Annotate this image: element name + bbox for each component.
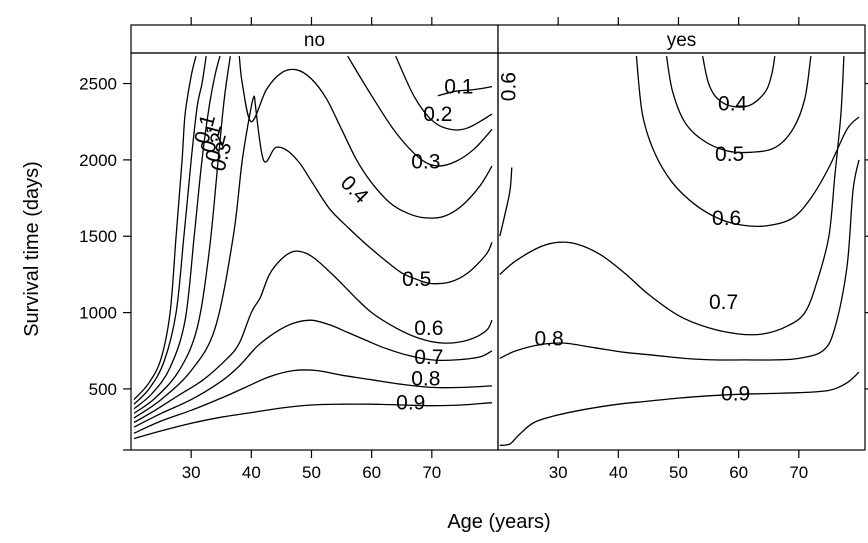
y-tick-label: 500 — [89, 380, 117, 399]
panel-frame — [497, 52, 866, 451]
contour-label: 0.6 — [712, 207, 741, 230]
contour-line-0.9 — [133, 402, 493, 440]
x-tick-label: 60 — [362, 463, 381, 482]
strip-label-yes: yes — [667, 30, 697, 51]
x-tick-label: 40 — [242, 463, 261, 482]
contour-line-0.8 — [133, 369, 493, 434]
contour-line-0.9 — [499, 371, 860, 447]
panel-yes: yes 0.6 0.4 0.5 0.6 0.7 0.8 0.9 — [497, 24, 866, 451]
contour-label: 0.1 — [444, 76, 473, 99]
contour-label: 0.9 — [396, 392, 425, 415]
contour-line-0.4 — [701, 55, 776, 108]
contour-line-0.7 — [133, 319, 493, 428]
contour-label: 0.2 — [423, 103, 452, 126]
y-tick-label: 2000 — [79, 151, 117, 170]
contour-line-0.6 — [635, 56, 860, 228]
x-axis-title: Age (years) — [447, 511, 550, 533]
contour-line-0.2 — [395, 55, 493, 131]
x-tick-label: 60 — [729, 463, 748, 482]
x-tick-label: 70 — [789, 463, 808, 482]
contour-line-0.5 — [665, 55, 812, 154]
x-tick-label: 50 — [302, 463, 321, 482]
contour-label: 0.3 — [411, 150, 440, 173]
y-tick-label: 1000 — [79, 304, 117, 323]
contour-line-0.8 — [499, 159, 860, 361]
contour-label: 0.7 — [414, 346, 443, 369]
contour-line-0.3 — [133, 55, 221, 410]
contour-lines — [499, 55, 860, 447]
x-tick-label: 30 — [549, 463, 568, 482]
x-tick-label: 40 — [609, 463, 628, 482]
contour-label: 0.7 — [709, 291, 738, 314]
contour-label: 0.6 — [414, 317, 443, 340]
contour-line-0.4 — [238, 56, 493, 219]
contour-line-0.5 — [133, 95, 255, 419]
contour-lines — [133, 55, 493, 440]
contour-line-0.6 — [499, 167, 513, 237]
y-axis-title: Survival time (days) — [21, 161, 43, 337]
x-tick-label: 30 — [182, 463, 201, 482]
contour-line-0.6 — [133, 250, 493, 424]
x-tick-label: 70 — [422, 463, 441, 482]
contour-label: 0.4 — [718, 92, 748, 115]
y-tick-label: 1500 — [79, 227, 117, 246]
contour-label: 0.8 — [411, 367, 440, 390]
contour-label: 0.8 — [535, 328, 564, 351]
strip-label-no: no — [304, 30, 325, 51]
strip-no — [130, 24, 499, 54]
contour-label: 0.6 — [498, 72, 521, 101]
contour-line-0.7 — [499, 56, 845, 336]
contour-label: 0.9 — [721, 383, 750, 406]
panel-no: no0.10.20.30.40.50.60.70.80.90.10.10.20.… — [130, 24, 499, 451]
x-tick-label: 50 — [669, 463, 688, 482]
contour-line-0.1 — [133, 55, 197, 401]
contour-label: 0.5 — [715, 143, 744, 166]
y-tick-label: 2500 — [79, 75, 117, 94]
contour-line-0.5 — [253, 95, 493, 285]
contour-label: 0.5 — [402, 268, 431, 291]
contour-line-0.2 — [133, 56, 207, 405]
contour-line-0.3 — [347, 55, 493, 167]
contour-line-0.4 — [133, 56, 231, 414]
contour-line-0.1 — [437, 85, 493, 97]
